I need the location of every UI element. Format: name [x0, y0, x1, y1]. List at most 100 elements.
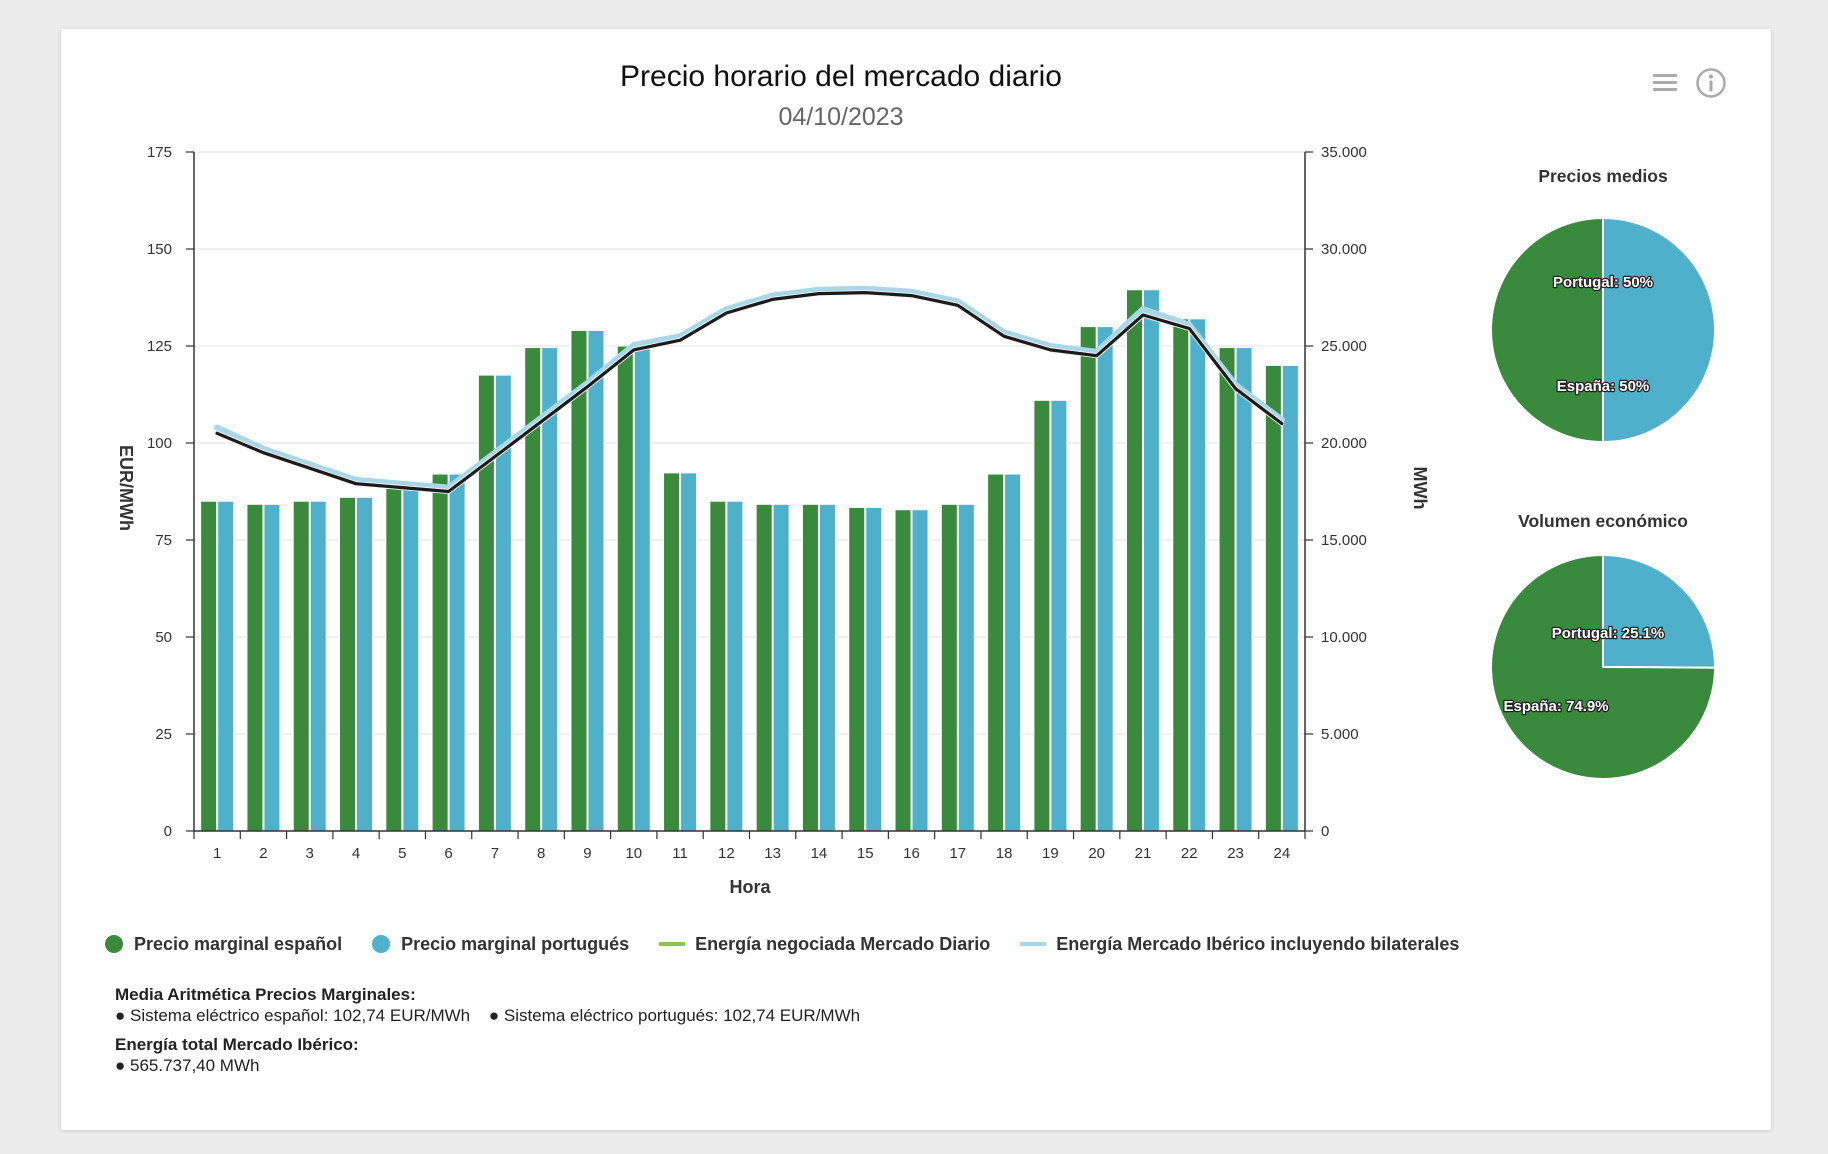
- x-tick-label: 10: [625, 845, 642, 862]
- y2-tick-label: 15.000: [1321, 532, 1367, 549]
- x-tick-label: 4: [352, 845, 360, 862]
- bar-spain: [431, 473, 449, 832]
- menu-icon[interactable]: [1651, 70, 1679, 94]
- energy-heading: Energía total Mercado Ibérico:: [115, 1035, 359, 1054]
- bar-portugal: [309, 500, 327, 832]
- y-tick-label: 50: [155, 629, 172, 646]
- bar-spain: [1033, 399, 1051, 832]
- bar-spain: [848, 506, 866, 832]
- bar-portugal: [448, 473, 466, 832]
- bar-portugal: [217, 500, 235, 832]
- line-energy-daily: [215, 291, 1284, 494]
- y2-tick-label: 30.000: [1321, 241, 1367, 258]
- y-tick-label: 125: [147, 338, 172, 355]
- pie-slice: [1602, 553, 1717, 669]
- x-tick-label: 15: [857, 845, 874, 862]
- chart-title: Precio horario del mercado diario: [620, 60, 1062, 93]
- bar-spain: [1218, 347, 1236, 832]
- bar-spain: [1264, 364, 1282, 832]
- bar-portugal: [818, 503, 836, 832]
- pie-data-label: España: 50%: [1557, 378, 1650, 395]
- legend-item-energy-iberian[interactable]: Energía Mercado Ibérico incluyendo bilat…: [1020, 934, 1459, 955]
- pie-slice: [1490, 216, 1604, 444]
- x-tick-label: 1: [213, 845, 221, 862]
- legend-item-portugal[interactable]: Precio marginal portugués: [372, 934, 629, 955]
- bar-portugal: [1235, 347, 1253, 832]
- bar-spain: [894, 509, 912, 832]
- bar-spain: [709, 500, 727, 832]
- summary-block: Media Aritmética Precios Marginales: ● S…: [115, 984, 874, 1076]
- pie2-title: Volumen económico: [1518, 511, 1688, 531]
- pie-data-label: Portugal: 50%: [1553, 274, 1653, 291]
- legend-symbol: [659, 942, 686, 946]
- bar-portugal: [1189, 318, 1207, 832]
- bar-spain: [801, 503, 819, 832]
- y2-tick-label: 0: [1321, 823, 1329, 840]
- bar-spain: [987, 473, 1005, 832]
- x-tick-label: 12: [718, 845, 735, 862]
- y2-tick-label: 5.000: [1321, 726, 1359, 743]
- legend-label: Precio marginal español: [134, 933, 343, 954]
- bar-portugal: [263, 503, 281, 832]
- bar-portugal: [680, 472, 698, 832]
- bar-portugal: [356, 496, 374, 832]
- legend-item-energy-daily[interactable]: Energía negociada Mercado Diario: [659, 934, 990, 955]
- bar-portugal: [957, 503, 975, 832]
- y-tick-label: 75: [155, 532, 172, 549]
- avg-spain: ● Sistema eléctrico español: 102,74 EUR/…: [115, 1006, 471, 1025]
- x-tick-label: 23: [1227, 845, 1244, 862]
- x-tick-label: 17: [949, 845, 966, 862]
- x-tick-label: 22: [1181, 845, 1198, 862]
- chart-subtitle: 04/10/2023: [778, 103, 904, 131]
- pie-volumen-economico: Portugal: 25.1% España: 74.9%: [1490, 553, 1717, 780]
- pie-precios-medios: Portugal: 50% España: 50%: [1490, 216, 1716, 444]
- x-tick-label: 14: [811, 845, 828, 862]
- bar-spain: [200, 500, 218, 832]
- x-tick-label: 11: [672, 845, 688, 862]
- x-tick-label: 8: [537, 845, 545, 862]
- x-axis-title: Hora: [729, 877, 771, 897]
- bar-spain: [1172, 318, 1190, 832]
- y-tick-label: 150: [147, 241, 172, 258]
- bar-spain: [570, 329, 588, 832]
- chart-legend: Precio marginal español Precio marginal …: [105, 930, 1489, 958]
- y2-tick-label: 35.000: [1321, 144, 1367, 161]
- bar-spain: [1125, 289, 1143, 832]
- legend-item-spain[interactable]: Precio marginal español: [105, 934, 342, 955]
- bar-portugal: [1050, 399, 1068, 832]
- y2-tick-label: 20.000: [1321, 435, 1367, 452]
- bar-portugal: [726, 500, 744, 832]
- avg-heading: Media Aritmética Precios Marginales:: [115, 985, 416, 1004]
- bar-spain: [616, 345, 634, 832]
- bar-portugal: [633, 345, 651, 832]
- x-tick-label: 19: [1042, 845, 1059, 862]
- x-tick-label: 6: [444, 845, 452, 862]
- line-energy-halo: [214, 290, 1285, 494]
- x-tick-label: 2: [259, 845, 267, 862]
- x-tick-label: 3: [306, 845, 314, 862]
- bar-portugal: [911, 509, 929, 832]
- line-energy-iberian: [214, 285, 1285, 491]
- x-tick-label: 20: [1088, 845, 1105, 862]
- bar-portugal: [865, 506, 883, 832]
- pie-data-label: Portugal: 25.1%: [1552, 625, 1665, 642]
- y-axis-title: EUR/MWh: [116, 445, 136, 531]
- info-icon[interactable]: [1695, 67, 1727, 99]
- bar-spain: [339, 496, 357, 832]
- x-tick-label: 13: [764, 845, 781, 862]
- bar-spain: [940, 503, 958, 832]
- pie-data-label: España: 74.9%: [1503, 698, 1608, 715]
- legend-symbol: [1020, 942, 1047, 946]
- bar-portugal: [1281, 364, 1299, 832]
- bar-portugal: [402, 483, 420, 832]
- y-tick-label: 100: [147, 435, 172, 452]
- x-tick-label: 16: [903, 845, 920, 862]
- bar-portugal: [1004, 473, 1022, 832]
- pie1-title: Precios medios: [1538, 166, 1668, 186]
- legend-symbol: [372, 935, 391, 953]
- legend-label: Energía negociada Mercado Diario: [695, 933, 991, 954]
- avg-portugal: ● Sistema eléctrico portugués: 102,74 EU…: [488, 1006, 861, 1025]
- y-tick-label: 0: [164, 823, 172, 840]
- x-tick-label: 9: [583, 845, 591, 862]
